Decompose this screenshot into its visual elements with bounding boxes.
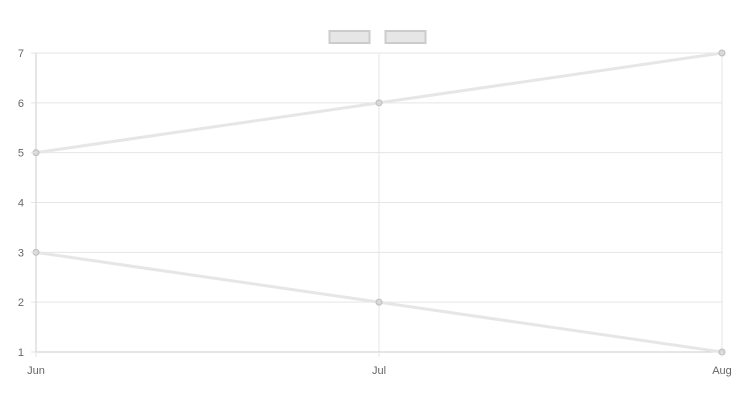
legend-swatch-1[interactable] bbox=[328, 30, 371, 44]
data-point[interactable] bbox=[375, 99, 383, 107]
legend-swatch-2[interactable] bbox=[384, 30, 427, 44]
data-point[interactable] bbox=[375, 298, 383, 306]
x-tick-label: Aug bbox=[712, 365, 732, 377]
y-tick-label: 6 bbox=[18, 98, 24, 110]
grid-lines bbox=[36, 52, 723, 352]
y-tick-label: 3 bbox=[18, 247, 24, 259]
y-tick-label: 4 bbox=[18, 198, 24, 210]
x-tick-label: Jun bbox=[27, 365, 45, 377]
x-tick-label: Jul bbox=[372, 365, 386, 377]
y-tick-label: 2 bbox=[18, 297, 24, 309]
y-tick-label: 7 bbox=[18, 48, 24, 60]
chart-legend[interactable] bbox=[328, 30, 427, 44]
data-point[interactable] bbox=[718, 49, 726, 57]
y-tick-label: 5 bbox=[18, 148, 24, 160]
y-tick-label: 1 bbox=[18, 347, 24, 359]
tick-labels: 1 2 3 4 5 6 7 Jun Jul Aug bbox=[18, 48, 732, 377]
